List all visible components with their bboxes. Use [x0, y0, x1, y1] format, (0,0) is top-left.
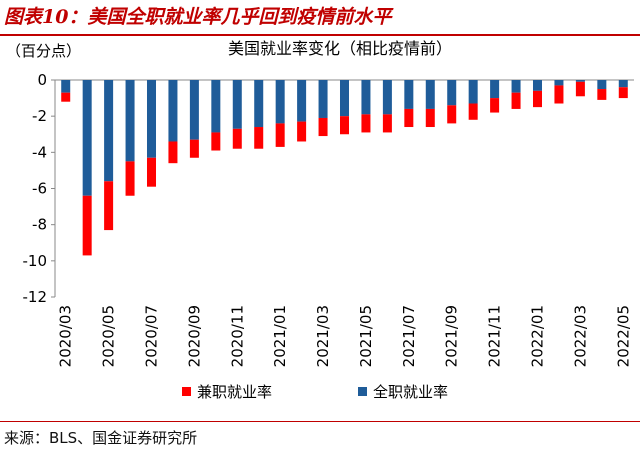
bar-full-time	[532, 80, 543, 91]
bar-part-time	[361, 114, 371, 133]
bar-part-time	[297, 121, 307, 142]
bar-full-time	[447, 80, 457, 106]
legend-swatch	[182, 387, 191, 396]
y-tick-label: -10	[23, 252, 48, 270]
figure-title: 图表10：美国全职就业率几乎回到疫情前水平	[4, 6, 392, 28]
bar-part-time	[618, 87, 628, 99]
bar-full-time	[490, 80, 500, 99]
bar-part-time	[447, 105, 457, 124]
bar-full-time	[404, 80, 414, 109]
y-tick-label: -6	[32, 180, 47, 198]
x-tick-label: 2020/03	[57, 305, 75, 367]
y-tick-label: -12	[23, 288, 48, 306]
bar-part-time	[382, 114, 392, 133]
bar-part-time	[468, 103, 478, 120]
x-tick-label: 2022/03	[571, 305, 589, 367]
bar-full-time	[275, 80, 285, 124]
bar-full-time	[575, 80, 585, 82]
bar-part-time	[575, 81, 585, 97]
bar-full-time	[189, 80, 199, 140]
bar-part-time	[554, 85, 564, 104]
bar-full-time	[618, 80, 628, 88]
bar-full-time	[297, 80, 307, 122]
y-tick-label: -8	[32, 216, 47, 234]
x-tick-label: 2021/01	[271, 305, 289, 367]
y-axis: 0 -2 -4 -6 -8 -10 -12	[23, 71, 55, 306]
bar-full-time	[318, 80, 328, 118]
bar-part-time	[597, 89, 607, 100]
bar-full-time	[168, 80, 178, 142]
bar-part-time	[511, 92, 521, 109]
bar-full-time	[382, 80, 392, 115]
footer-divider	[0, 421, 640, 422]
bar-full-time	[61, 80, 71, 93]
bar-full-time	[125, 80, 135, 162]
bar-full-time	[361, 80, 371, 115]
bar-part-time	[318, 117, 328, 137]
bar-full-time	[511, 80, 521, 93]
employment-change-chart: （百分点） 美国就业率变化（相比疫情前） 0 -2 -4 -6 -8 -10 -12 202…	[6, 39, 634, 401]
bar-part-time	[404, 108, 414, 128]
bar-part-time	[339, 116, 350, 135]
bar-series	[61, 80, 628, 256]
title-divider	[0, 34, 640, 36]
bar-full-time	[82, 80, 92, 196]
bar-part-time	[82, 195, 92, 256]
bar-full-time	[425, 80, 435, 109]
x-tick-label: 2020/11	[228, 305, 246, 367]
bar-full-time	[104, 80, 114, 182]
bar-full-time	[554, 80, 564, 86]
bar-part-time	[61, 92, 71, 102]
x-tick-label: 2020/09	[185, 305, 203, 367]
bar-full-time	[211, 80, 221, 133]
bar-part-time	[275, 123, 285, 147]
bar-part-time	[104, 181, 114, 231]
bar-full-time	[232, 80, 242, 129]
bar-full-time	[597, 80, 607, 90]
x-axis: 2020/03 2020/05 2020/07 2020/09 2020/11 2021/…	[57, 305, 633, 367]
legend: 兼职就业率 全职就业率	[182, 383, 448, 401]
bar-part-time	[146, 157, 157, 187]
bar-full-time	[468, 80, 478, 104]
x-tick-label: 2021/11	[486, 305, 504, 367]
y-tick-label: 0	[37, 71, 47, 89]
bar-full-time	[339, 80, 350, 117]
y-tick-label: -4	[32, 143, 47, 161]
legend-label: 全职就业率	[373, 383, 448, 401]
bar-full-time	[146, 80, 157, 158]
bar-part-time	[125, 161, 135, 196]
x-tick-label: 2020/05	[100, 305, 118, 367]
x-tick-label: 2022/05	[614, 305, 632, 367]
y-unit-label: （百分点）	[6, 42, 81, 60]
source-note: 来源：BLS、国金证券研究所	[4, 429, 198, 447]
bar-part-time	[425, 108, 435, 128]
bar-part-time	[532, 90, 543, 108]
bar-part-time	[490, 98, 500, 113]
bar-full-time	[254, 80, 264, 128]
legend-swatch	[358, 387, 367, 396]
chart-title: 美国就业率变化（相比疫情前）	[228, 39, 452, 58]
y-tick-label: -2	[32, 107, 47, 125]
x-tick-label: 2021/03	[314, 305, 332, 367]
bar-part-time	[168, 141, 178, 164]
legend-label: 兼职就业率	[197, 383, 272, 401]
bar-part-time	[189, 139, 199, 158]
bar-part-time	[254, 127, 264, 149]
bar-part-time	[211, 132, 221, 151]
x-tick-label: 2020/07	[143, 305, 161, 367]
x-tick-label: 2021/07	[400, 305, 418, 367]
x-tick-label: 2022/01	[529, 305, 547, 367]
x-tick-label: 2021/05	[357, 305, 375, 367]
x-tick-label: 2021/09	[443, 305, 461, 367]
bar-part-time	[232, 128, 242, 149]
